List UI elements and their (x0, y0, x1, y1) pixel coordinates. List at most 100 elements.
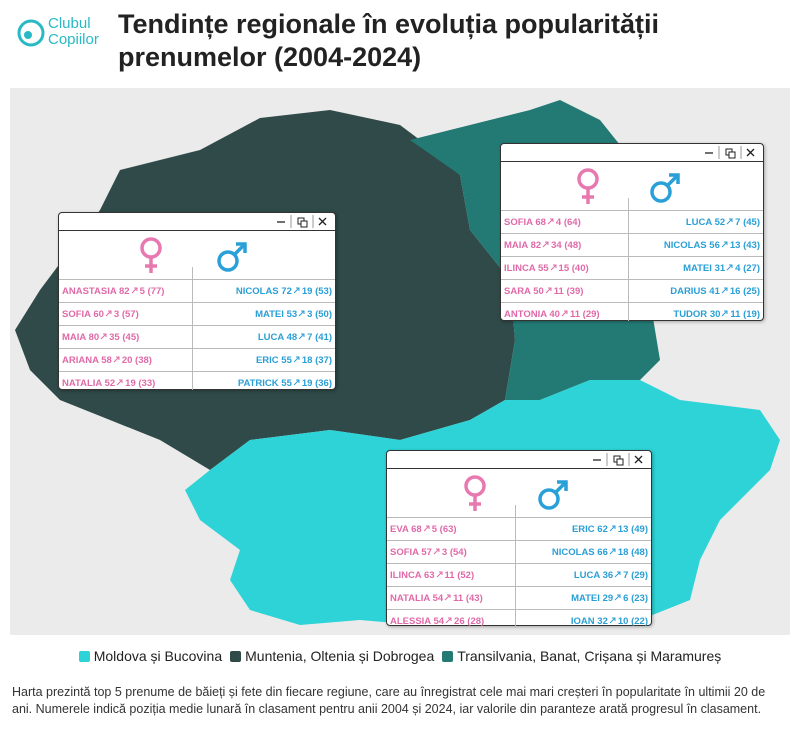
progress: 23 (631, 593, 648, 604)
rank-2004: 58 (101, 354, 112, 366)
progress: 49 (631, 524, 648, 535)
arrow-icon (293, 379, 300, 386)
progress: 53 (315, 286, 332, 297)
name-row: SOFIA 68 4 64 LUCA 52 7 45 (501, 210, 763, 233)
name-entry: LUCA 52 7 45 (686, 217, 760, 228)
rank-2024: 11 (569, 308, 581, 320)
rank-2024: 34 (551, 239, 562, 251)
progress: 77 (148, 286, 165, 297)
rank-2004: 80 (88, 331, 100, 343)
rank-2024: 10 (617, 615, 629, 627)
rank-2024: 19 (125, 377, 136, 389)
arrow-icon (721, 287, 728, 294)
name: LUCA (573, 569, 600, 581)
rank-2024: 5 (139, 285, 145, 297)
arrow-icon (423, 525, 430, 532)
progress: 43 (466, 593, 483, 604)
progress: 57 (122, 309, 139, 320)
arrow-icon (100, 333, 107, 340)
rank-2004: 36 (602, 569, 614, 581)
progress: 33 (138, 378, 155, 389)
name-row: ANTONIA 40 11 29 TUDOR 30 11 19 (501, 302, 763, 325)
progress: 52 (457, 570, 474, 581)
progress: 64 (564, 217, 581, 228)
name-entry: NICOLAS 66 18 48 (552, 547, 648, 558)
name: SARA (504, 285, 531, 297)
arrow-icon (542, 241, 549, 248)
rank-2004: 68 (535, 216, 546, 228)
arrow-icon (609, 617, 616, 624)
legend-label: Muntenia, Oltenia și Dobrogea (245, 648, 435, 664)
name-entry: ALESSIA 54 26 28 (390, 616, 484, 627)
progress: 45 (122, 332, 139, 343)
rank-2024: 19 (301, 377, 313, 389)
arrow-icon (722, 310, 728, 317)
region-panel: EVA 68 5 63 ERIC 62 13 49 SOFIA 57 3 54 NICOLA… (386, 450, 652, 628)
rank-2004: 54 (432, 592, 444, 604)
name: ERIC (571, 523, 595, 535)
rank-2004: 62 (597, 523, 608, 535)
female-symbol (464, 475, 486, 511)
name-row: NATALIA 52 19 33 PATRICK 55 19 36 (59, 371, 335, 394)
name-entry: EVA 68 5 63 (390, 524, 457, 535)
arrow-icon (105, 310, 112, 317)
logo: Clubul Copiilor (16, 12, 116, 52)
name-row: SOFIA 60 3 57 MATEI 53 3 50 (59, 302, 335, 325)
arrow-icon (614, 571, 621, 578)
rank-2024: 20 (121, 354, 133, 366)
rank-2004: 48 (286, 331, 298, 343)
arrow-icon (547, 218, 554, 225)
progress: 48 (631, 547, 648, 558)
rank-2004: 57 (421, 546, 432, 558)
progress: 39 (566, 286, 583, 297)
legend-item: Muntenia, Oltenia și Dobrogea (230, 648, 434, 664)
name: IOAN (570, 615, 595, 627)
rank-2024: 13 (617, 523, 629, 535)
window-controls (593, 453, 643, 466)
name-entry: MAIA 82 34 48 (504, 240, 581, 251)
rank-2024: 16 (729, 285, 741, 297)
rank-2024: 35 (109, 331, 120, 343)
name: ALESSIA (390, 615, 431, 627)
name-entry: ERIC 55 18 37 (256, 355, 332, 366)
rank-2004: 41 (709, 285, 720, 297)
name-entry: NATALIA 52 19 33 (62, 378, 155, 389)
rank-2024: 3 (307, 308, 313, 320)
male-symbol (650, 173, 681, 203)
name: MATEI (683, 262, 712, 274)
rank-2024: 5 (431, 523, 437, 535)
rank-2004: 63 (423, 569, 435, 581)
legend-swatch (78, 650, 90, 662)
arrow-icon (614, 594, 621, 601)
divider (192, 267, 194, 390)
arrow-icon (298, 333, 305, 340)
rank-2004: 82 (119, 285, 130, 297)
name: SOFIA (62, 308, 91, 320)
arrow-icon (436, 571, 443, 578)
progress: 38 (135, 355, 152, 366)
male-symbol (217, 242, 247, 272)
name-entry: SOFIA 60 3 57 (62, 309, 139, 320)
name-row: EVA 68 5 63 ERIC 62 13 49 (387, 517, 651, 540)
progress: 28 (467, 616, 484, 627)
window-controls (277, 215, 327, 228)
rank-2024: 11 (453, 592, 464, 604)
name-entry: MATEI 29 6 23 (571, 593, 648, 604)
name-row: NATALIA 54 11 43 MATEI 29 6 23 (387, 586, 651, 609)
rank-2004: 55 (281, 354, 292, 366)
rank-2024: 11 (553, 285, 564, 297)
title: Tendințe regionale în evoluția popularit… (118, 9, 660, 72)
name-row: ILINCA 55 15 40 MATEI 31 4 27 (501, 256, 763, 279)
name: ARIANA (62, 354, 99, 366)
rank-2024: 4 (555, 216, 562, 228)
rank-2004: 55 (281, 377, 292, 389)
progress: 29 (631, 570, 648, 581)
logo-text: Clubul (48, 15, 91, 32)
rank-2004: 60 (93, 308, 104, 320)
rank-2004: 40 (549, 308, 560, 320)
arrow-icon (293, 356, 300, 363)
progress: 50 (315, 309, 332, 320)
name-entry: SOFIA 57 3 54 (390, 547, 467, 558)
female-symbol (577, 168, 599, 204)
gender-symbols (501, 162, 763, 210)
